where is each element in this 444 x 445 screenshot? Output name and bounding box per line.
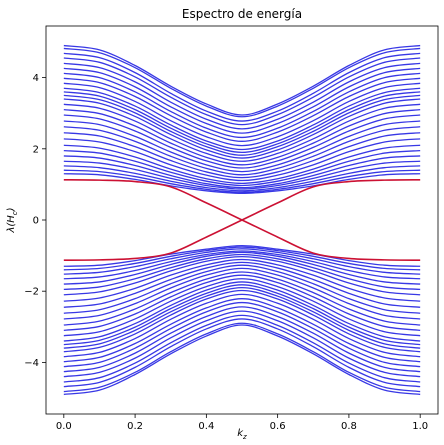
x-tick-label: 0.0 xyxy=(56,421,72,432)
x-tick-label: 1.0 xyxy=(412,421,428,432)
chart-title: Espectro de energía xyxy=(182,7,302,21)
y-axis-label-close: ) xyxy=(6,207,17,212)
x-tick-label: 0.2 xyxy=(127,421,143,432)
x-tick-label: 0.8 xyxy=(341,421,357,432)
y-tick-label: 0 xyxy=(33,216,39,227)
x-axis-label-subscript: z xyxy=(242,433,247,441)
y-tick-label: 4 xyxy=(33,73,39,84)
y-tick-label: 2 xyxy=(33,144,39,155)
y-tick-label: −4 xyxy=(24,358,39,369)
y-axis-label-main: λ(H xyxy=(6,215,17,234)
x-tick-label: 0.4 xyxy=(198,421,214,432)
x-tick-label: 0.6 xyxy=(270,421,286,432)
y-tick-label: −2 xyxy=(24,287,39,298)
